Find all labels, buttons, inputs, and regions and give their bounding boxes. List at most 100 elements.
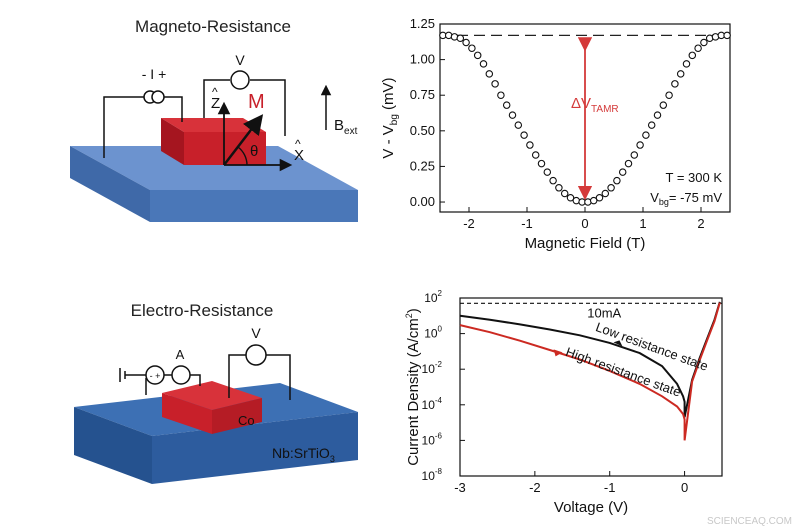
- ammeter-label: A: [176, 347, 185, 362]
- iv-y-axis-label: Current Density (A/cm2): [404, 308, 422, 466]
- iv-x-tick-label: -1: [604, 480, 616, 495]
- tamr-data-point: [653, 111, 662, 119]
- tamr-x-tick-label: 0: [581, 216, 588, 231]
- iv-y-tick-label: 10-2: [422, 360, 443, 376]
- electro-electrode-top: [162, 381, 262, 410]
- iv-plot-frame: [459, 297, 723, 477]
- tamr-data-point: [462, 38, 470, 47]
- electro-electrode-side: [162, 393, 212, 434]
- iv-y-tick-label: 100: [424, 325, 442, 341]
- high-resistance-curve: [459, 302, 721, 441]
- tamr-x-tick-label: -2: [463, 216, 475, 231]
- electro-electrode-front: [212, 398, 262, 434]
- x-hat-icon: ^: [295, 137, 301, 151]
- tamr-data-point: [601, 189, 610, 198]
- electrode-label: Co: [238, 413, 255, 428]
- tamr-data-point: [549, 176, 557, 185]
- tamr-y-axis-label: V - Vbg (mV): [380, 77, 400, 158]
- tamr-data-point: [566, 194, 575, 202]
- tamr-data-point: [497, 91, 505, 99]
- magneto-substrate-side: [70, 146, 150, 222]
- tamr-x-axis-label: Magnetic Field (T): [525, 235, 646, 252]
- tamr-y-tick-label: 0.00: [410, 194, 435, 209]
- tamr-x-tick-label: -1: [521, 216, 533, 231]
- tamr-x-tick-label: 1: [639, 216, 646, 231]
- magneto-title: Magneto-Resistance: [135, 17, 291, 36]
- tamr-data-point: [560, 189, 569, 198]
- iv-x-axis-label: Voltage (V): [554, 499, 628, 516]
- watermark: SCIENCEAQ.COM: [707, 516, 792, 527]
- tamr-data-point: [456, 34, 465, 42]
- electro-title: Electro-Resistance: [131, 301, 274, 320]
- tamr-y-tick-label: 1.00: [410, 52, 435, 67]
- tamr-data-point: [636, 141, 644, 149]
- tamr-data-point: [531, 151, 540, 159]
- voltmeter-icon: [245, 344, 267, 366]
- voltmeter-wire: [228, 354, 246, 398]
- iv-y-tick-label: 10-4: [422, 396, 443, 412]
- tamr-data-point: [514, 121, 523, 129]
- z-hat-icon: ^: [212, 85, 218, 99]
- iv-y-tick-label: 102: [424, 289, 442, 305]
- tamr-data-point: [537, 159, 546, 168]
- tamr-data-point: [624, 159, 633, 168]
- tamr-data-point: [671, 80, 679, 88]
- tamr-data-point: [723, 31, 731, 40]
- ammeter-wire: [190, 374, 201, 386]
- tamr-data-point: [647, 121, 656, 129]
- low-state-direction-icon: [613, 340, 623, 347]
- tamr-data-point: [665, 91, 673, 99]
- x-axis-label: X: [294, 147, 304, 164]
- tamr-chart: -2 -1 0 1 2 0.00 0.25 0.50 0.75 1.00 1.25 Magnetic …: [380, 16, 731, 252]
- tamr-data-point: [694, 44, 702, 52]
- ammeter-icon: [171, 365, 191, 385]
- current-source-wire: [103, 96, 145, 158]
- iv-y-tick-label: 10-8: [422, 467, 443, 483]
- iv-x-tick-label: -3: [454, 480, 466, 495]
- voltmeter-icon: [230, 70, 250, 90]
- z-axis-label: Z: [211, 95, 220, 112]
- temperature-annotation: T = 300 K: [666, 170, 723, 185]
- tamr-y-tick-label: 1.25: [410, 16, 435, 31]
- external-field-label: Bext: [334, 117, 358, 137]
- magneto-electrode-top: [161, 118, 266, 132]
- voltmeter-wire: [203, 79, 230, 118]
- magneto-substrate-top: [70, 146, 358, 190]
- tamr-data-point: [688, 51, 697, 60]
- tamr-data-point: [485, 70, 494, 78]
- high-state-direction-icon: [553, 349, 563, 357]
- tamr-data-point: [555, 184, 563, 192]
- tamr-data-point: [618, 168, 627, 176]
- tamr-data-point: [682, 60, 691, 68]
- tamr-data-point: [676, 70, 685, 78]
- tamr-data-point: [607, 184, 615, 192]
- voltmeter-label: V: [235, 52, 245, 68]
- iv-x-tick-label: -2: [529, 480, 541, 495]
- voltmeter-wire: [250, 79, 286, 136]
- tamr-data-point: [491, 80, 499, 88]
- current-source-label: - I +: [142, 66, 167, 82]
- bias-source-sign-icon: - +: [150, 371, 161, 381]
- tamr-data-point: [520, 131, 528, 139]
- magnetization-label: M: [248, 91, 265, 113]
- current-source-wire: [163, 96, 183, 122]
- iv-y-tick-label: 10-6: [422, 431, 443, 447]
- iv-x-tick-label: 0: [681, 480, 688, 495]
- voltmeter-wire: [266, 354, 291, 400]
- substrate-label: Nb:SrTiO3: [272, 445, 335, 464]
- tamr-data-point: [642, 131, 650, 139]
- compliance-label: 10mA: [587, 305, 621, 320]
- tamr-y-tick-label: 0.50: [410, 123, 435, 138]
- magneto-resistance-diagram: Magneto-Resistance - I + V Z ^ X ^ M θ: [70, 17, 358, 222]
- tamr-y-tick-label: 0.25: [410, 158, 435, 173]
- tamr-data-point: [630, 151, 639, 159]
- magneto-electrode-side: [161, 118, 184, 165]
- tamr-data-point: [700, 38, 708, 47]
- magnetization-arrow: [223, 114, 264, 166]
- tamr-data-point: [595, 194, 604, 202]
- tamr-data-point: [502, 101, 511, 109]
- tamr-data-point: [613, 176, 621, 185]
- iv-chart: -3 -2 -1 0 10-8 10-6 10-4 10-2 100 102 Voltage (V)…: [404, 289, 723, 516]
- voltmeter-label: V: [251, 325, 261, 341]
